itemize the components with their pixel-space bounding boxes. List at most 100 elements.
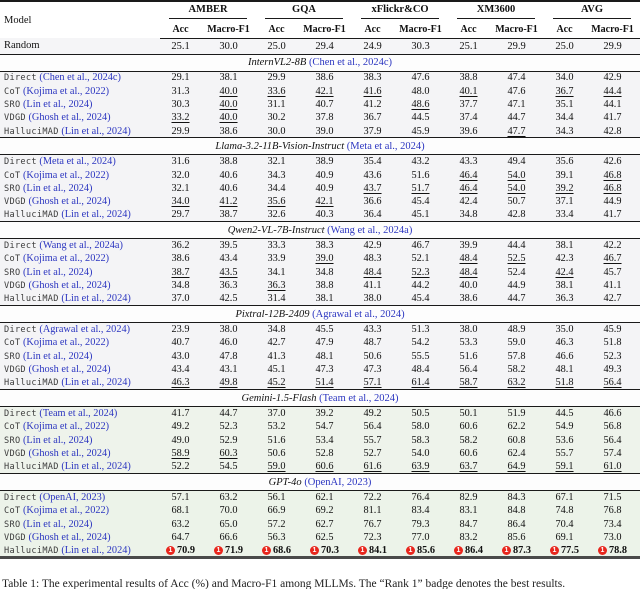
metric-number: 63.2 xyxy=(219,492,238,504)
metric-number: 34.8 xyxy=(315,266,334,278)
citation-link[interactable]: (Lin et al., 2024) xyxy=(20,266,93,278)
citation-link[interactable]: (Lin et al., 2024) xyxy=(20,98,93,110)
citation-link[interactable]: (Lin et al., 2024) xyxy=(58,125,131,137)
metric-number: 39.9 xyxy=(459,240,478,252)
metric-number: 37.4 xyxy=(459,112,478,124)
metric-number: 73.4 xyxy=(603,518,622,530)
metric-number: 38.1 xyxy=(219,72,238,84)
metric-number: 49.2 xyxy=(363,408,382,420)
citation-link[interactable]: (Lin et al., 2024) xyxy=(58,544,131,556)
metric-number: 31.3 xyxy=(171,85,190,97)
metric-value: 34.4 xyxy=(256,182,297,195)
metric-value: 82.9 xyxy=(448,491,489,504)
random-row: Random 25.1 30.0 25.0 29.4 24.9 30.3 25.1 29.9 25… xyxy=(0,38,640,55)
metric-value: 41.7 xyxy=(585,111,640,124)
citation-link[interactable]: (Ghosh et al., 2024) xyxy=(25,196,111,208)
metric-number: 45.7 xyxy=(603,266,622,278)
citation-link[interactable]: (Chen et al., 2024c) xyxy=(36,72,121,84)
metric-value: 35.6 xyxy=(256,195,297,208)
metric-number: 46.3 xyxy=(171,377,190,389)
metric-value: 53.2 xyxy=(256,420,297,433)
metric-number: 44.9 xyxy=(603,196,622,208)
citation-link[interactable]: (Lin et al., 2024) xyxy=(58,209,131,221)
metric-number: 83.4 xyxy=(411,505,430,517)
metric-value: 40.1 xyxy=(448,84,489,97)
method-label-cell: VDGD (Ghosh et al., 2024) xyxy=(0,447,160,460)
method-name: HalluciMAD xyxy=(4,294,59,305)
citation-link[interactable]: (Kojima et al., 2022) xyxy=(20,421,110,433)
metric-value: 76.7 xyxy=(352,518,393,531)
metric-number: 54.0 xyxy=(411,448,430,460)
metric-value: 41.2 xyxy=(201,195,256,208)
metric-number: 51.6 xyxy=(267,434,286,446)
citation-link[interactable]: (Kojima et al., 2022) xyxy=(20,169,110,181)
citation-link[interactable]: (Lin et al., 2024) xyxy=(58,377,131,389)
citation-link[interactable]: (Lin et al., 2024) xyxy=(58,293,131,305)
metric-number: 46.8 xyxy=(603,182,622,194)
metric-value: 46.3 xyxy=(160,376,201,389)
citation-link[interactable]: (Lin et al., 2024) xyxy=(20,518,93,530)
method-label-cell: VDGD (Ghosh et al., 2024) xyxy=(0,111,160,124)
citation-link[interactable]: (Agrawal et al., 2024) xyxy=(309,308,405,320)
citation-link[interactable]: (Kojima et al., 2022) xyxy=(20,253,110,265)
citation-link[interactable]: (OpenAI, 2023) xyxy=(301,476,372,488)
metric-number: 69.2 xyxy=(315,505,334,517)
metric-value: 37.8 xyxy=(297,111,352,124)
benchmark-group-label: AMBER xyxy=(169,4,247,19)
metric-value: 63.9 xyxy=(393,460,448,473)
citation-link[interactable]: (OpenAI, 2023) xyxy=(36,492,106,504)
metric-value: 60.3 xyxy=(201,447,256,460)
metric-value: 49.8 xyxy=(201,376,256,389)
metric-value: 46.7 xyxy=(393,239,448,252)
citation-link[interactable]: (Ghosh et al., 2024) xyxy=(25,448,111,460)
metric-value: 43.2 xyxy=(393,155,448,168)
citation-link[interactable]: (Lin et al., 2024) xyxy=(20,434,93,446)
citation-link[interactable]: (Kojima et al., 2022) xyxy=(20,85,110,97)
metric-value: 34.4 xyxy=(544,111,585,124)
metric-value: 38.3 xyxy=(352,71,393,84)
citation-link[interactable]: (Lin et al., 2024) xyxy=(20,350,93,362)
citation-link[interactable]: (Ghosh et al., 2024) xyxy=(25,532,111,544)
metric-number: 59.0 xyxy=(507,337,526,349)
metric-value: 38.6 xyxy=(297,71,352,84)
metric-value: 40.3 xyxy=(297,209,352,222)
citation-link[interactable]: (Kojima et al., 2022) xyxy=(20,337,110,349)
metric-value: 64.9 xyxy=(489,460,544,473)
metric-number: 43.2 xyxy=(411,156,430,168)
metric-number: 56.1 xyxy=(267,492,286,504)
method-label-cell: HalluciMAD (Lin et al., 2024) xyxy=(0,544,160,560)
metric-value: 54.0 xyxy=(393,447,448,460)
citation-link[interactable]: (Meta et al., 2024) xyxy=(36,156,116,168)
metric-number: 44.2 xyxy=(411,280,430,292)
citation-link[interactable]: (Lin et al., 2024) xyxy=(58,461,131,473)
metric-value: 38.1 xyxy=(201,71,256,84)
metric-value: 48.4 xyxy=(448,252,489,265)
citation-link[interactable]: (Ghosh et al., 2024) xyxy=(25,112,111,124)
metric-value: 86.4 xyxy=(489,518,544,531)
benchmark-group-header: GQA xyxy=(256,1,352,21)
metric-value: 59.1 xyxy=(544,460,585,473)
metric-value: 44.5 xyxy=(544,407,585,420)
metric-value: 69.2 xyxy=(297,504,352,517)
metric-value: 69.1 xyxy=(544,531,585,544)
citation-link[interactable]: (Chen et al., 2024c) xyxy=(306,57,393,68)
method-name: HalluciMAD xyxy=(4,378,59,389)
citation-link[interactable]: (Wang et al., 2024a) xyxy=(324,224,413,236)
citation-link[interactable]: (Ghosh et al., 2024) xyxy=(25,280,111,292)
metric-number: 60.6 xyxy=(459,421,478,433)
citation-link[interactable]: (Wang et al., 2024a) xyxy=(36,240,123,252)
citation-link[interactable]: (Ghosh et al., 2024) xyxy=(25,364,111,376)
metric-number: 52.1 xyxy=(411,253,430,265)
model-section-cell: Pixtral-12B-2409 (Agrawal et al., 2024) xyxy=(0,305,640,324)
citation-link[interactable]: (Agrawal et al., 2024) xyxy=(36,324,131,336)
metric-number: 58.9 xyxy=(171,448,190,460)
results-table: Model AMBER GQA xFlickr&CO XM3600 AVG Acc Macro… xyxy=(0,0,640,560)
citation-link[interactable]: (Kojima et al., 2022) xyxy=(20,505,110,517)
citation-link[interactable]: (Lin et al., 2024) xyxy=(20,182,93,194)
citation-link[interactable]: (Meta et al., 2024) xyxy=(344,140,425,152)
method-name: SRO xyxy=(4,519,21,530)
metric-value: 43.1 xyxy=(201,363,256,376)
model-section-header: Pixtral-12B-2409 (Agrawal et al., 2024) xyxy=(0,305,640,324)
citation-link[interactable]: (Team et al., 2024) xyxy=(316,392,399,404)
citation-link[interactable]: (Team et al., 2024) xyxy=(36,408,118,420)
